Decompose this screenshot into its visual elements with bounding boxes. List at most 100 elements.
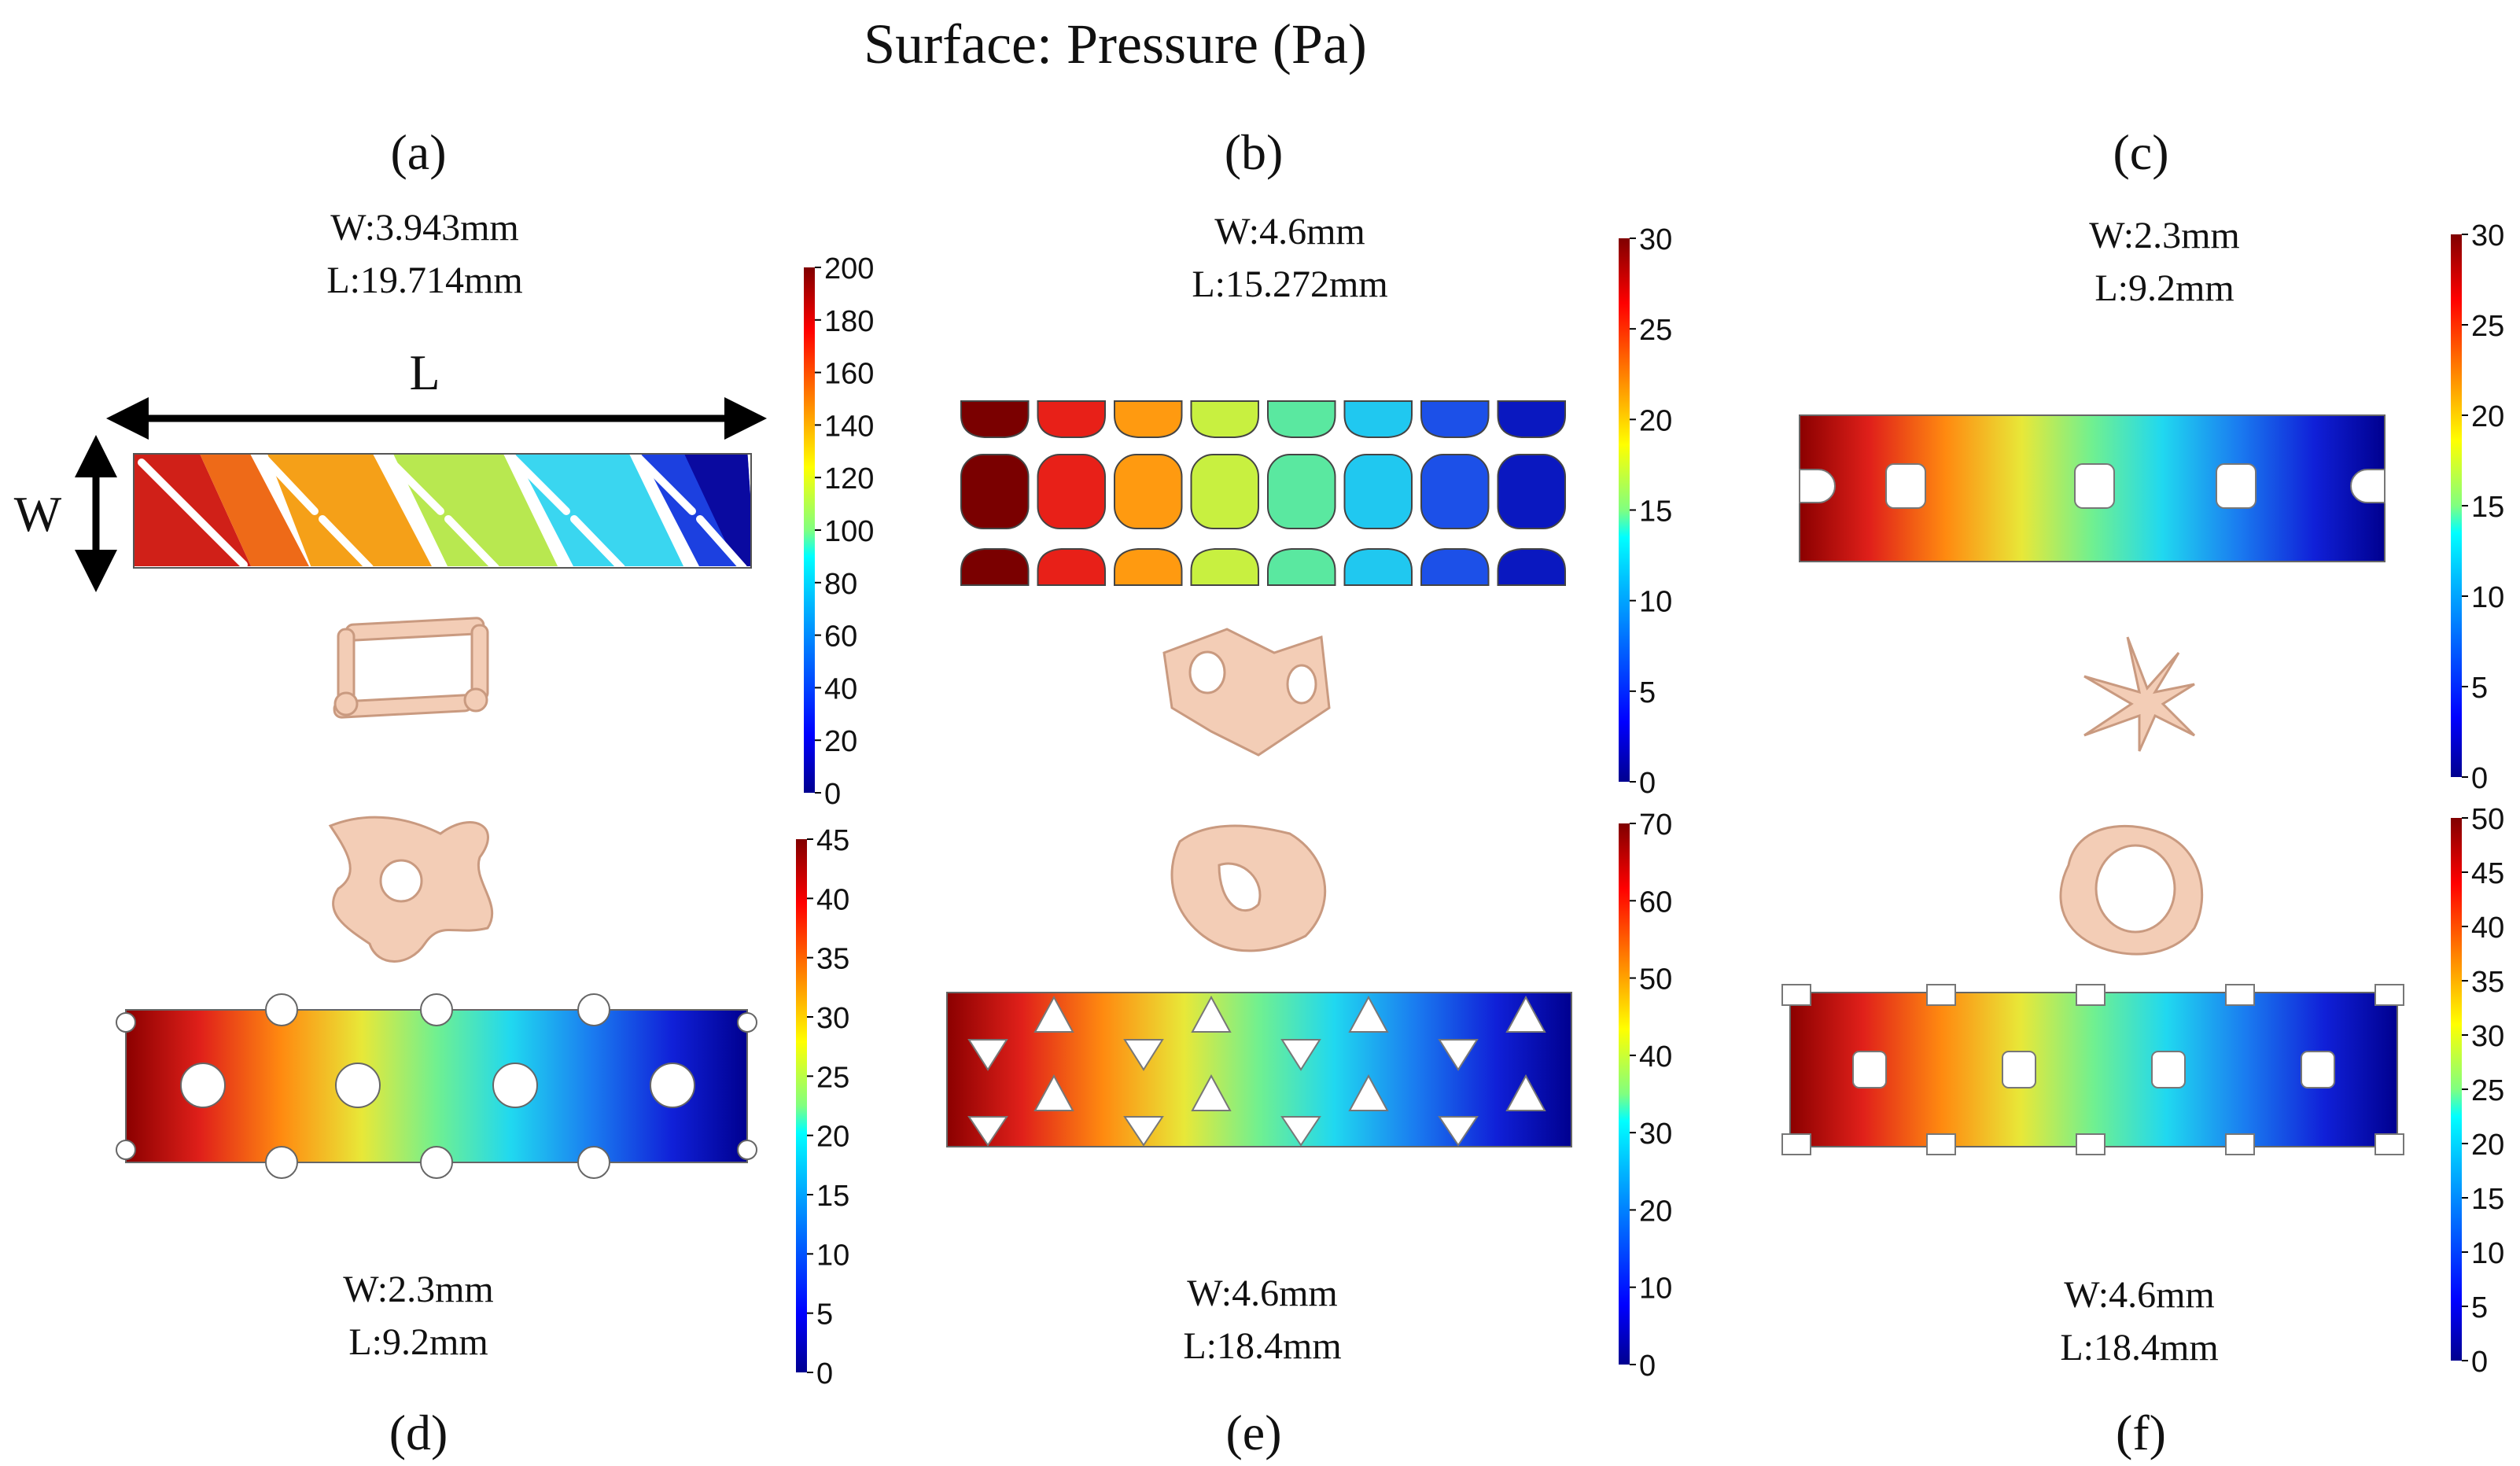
colorbar-tick-label-d: 15 bbox=[816, 1180, 849, 1213]
cell-bottom bbox=[960, 548, 1030, 586]
colorbar-gradient-e bbox=[1619, 823, 1630, 1365]
cell-middle bbox=[1190, 454, 1259, 529]
colorbar-tick-label-d: 25 bbox=[816, 1061, 849, 1094]
figure-title: Surface: Pressure (Pa) bbox=[864, 13, 1367, 76]
colorbar-tick-label-a: 20 bbox=[824, 725, 857, 758]
unit-cell-a-top bbox=[333, 617, 489, 719]
cell-middle bbox=[1267, 454, 1336, 529]
colorbar-gradient-a bbox=[804, 267, 815, 793]
cell-top bbox=[1343, 400, 1413, 438]
colorbar-tick-label-e: 30 bbox=[1639, 1118, 1672, 1151]
cell-middle bbox=[1420, 454, 1490, 529]
dimension-l-c: L:9.2mm bbox=[2094, 267, 2234, 309]
length-label: L bbox=[409, 344, 440, 400]
colorbar-d: 0 5 10 15 20 25 30 35 40 45 bbox=[796, 824, 849, 1390]
colorbar-tick-label-e: 50 bbox=[1639, 963, 1672, 996]
panel-label-d: (d) bbox=[389, 1405, 448, 1460]
colorbar-gradient-c bbox=[2451, 234, 2462, 777]
pressure-field-a bbox=[133, 451, 752, 572]
colorbar-a: 0 20 40 60 80 100 120 140 160 180 200 bbox=[804, 252, 874, 811]
colorbar-tick-label-f: 0 bbox=[2471, 1346, 2488, 1379]
dimension-w-a: W:3.943mm bbox=[330, 207, 519, 249]
cell-bottom bbox=[1190, 548, 1259, 586]
colorbar-tick-label-b: 15 bbox=[1639, 495, 1672, 529]
pressure-field-f bbox=[1781, 984, 2404, 1155]
dimension-w-d: W:2.3mm bbox=[343, 1269, 494, 1310]
cell-middle bbox=[1497, 454, 1566, 529]
colorbar-tick-label-a: 80 bbox=[824, 568, 857, 601]
colorbar-tick-label-b: 0 bbox=[1639, 767, 1656, 800]
cell-bottom bbox=[1114, 548, 1183, 586]
dimension-w-b: W:4.6mm bbox=[1214, 211, 1365, 252]
cell-top bbox=[1190, 400, 1259, 438]
panel-label-e: (e) bbox=[1225, 1405, 1281, 1460]
colorbar-tick-label-a: 180 bbox=[824, 305, 874, 338]
colorbar-tick-label-e: 60 bbox=[1639, 886, 1672, 919]
colorbar-tick-label-d: 30 bbox=[816, 1002, 849, 1035]
colorbar-tick-label-a: 100 bbox=[824, 515, 874, 548]
cell-middle bbox=[1343, 454, 1413, 529]
dimension-w-e: W:4.6mm bbox=[1187, 1273, 1338, 1314]
cell-top bbox=[1267, 400, 1336, 438]
dimension-l-d: L:9.2mm bbox=[348, 1321, 488, 1363]
colorbar-tick-label-f: 35 bbox=[2471, 966, 2504, 999]
colorbar-tick-label-d: 40 bbox=[816, 883, 849, 916]
colorbar-b: 0 5 10 15 20 25 30 bbox=[1619, 223, 1672, 800]
dimension-l-a: L:19.714mm bbox=[326, 260, 522, 301]
panel-label-a: (a) bbox=[390, 124, 446, 180]
colorbar-f: 0 5 10 15 20 25 30 35 40 45 50 bbox=[2451, 803, 2504, 1379]
unit-cell-b-top bbox=[1162, 628, 1331, 757]
colorbar-tick-label-c: 25 bbox=[2471, 310, 2504, 343]
colorbar-tick-label-c: 10 bbox=[2471, 581, 2504, 614]
cell-top bbox=[1114, 400, 1183, 438]
colorbar-tick-label-a: 200 bbox=[824, 252, 874, 285]
cell-bottom bbox=[1343, 548, 1413, 586]
colorbar-tick-label-b: 5 bbox=[1639, 676, 1656, 709]
colorbar-gradient-f bbox=[2451, 818, 2462, 1361]
colorbar-tick-label-f: 5 bbox=[2471, 1291, 2488, 1324]
cell-bottom bbox=[1267, 548, 1336, 586]
panel-label-f: (f) bbox=[2116, 1405, 2166, 1460]
colorbar-tick-label-f: 10 bbox=[2471, 1237, 2504, 1270]
colorbar-tick-label-a: 60 bbox=[824, 621, 857, 654]
colorbar-tick-label-b: 10 bbox=[1639, 586, 1672, 619]
pressure-field-c bbox=[1799, 414, 2386, 562]
colorbar-tick-label-e: 20 bbox=[1639, 1195, 1672, 1228]
dimension-w-f: W:4.6mm bbox=[2064, 1274, 2215, 1316]
colorbar-tick-label-a: 120 bbox=[824, 462, 874, 495]
colorbar-e: 0 10 20 30 40 50 60 70 bbox=[1619, 809, 1672, 1383]
colorbar-tick-label-b: 30 bbox=[1639, 223, 1672, 256]
unit-cell-b-bottom bbox=[1170, 824, 1327, 952]
colorbar-tick-label-c: 30 bbox=[2471, 219, 2504, 252]
colorbar-tick-label-c: 5 bbox=[2471, 672, 2488, 705]
colorbar-tick-label-d: 5 bbox=[816, 1298, 833, 1332]
colorbars: 0204060801001201401601802000510152025300… bbox=[796, 219, 2504, 1390]
colorbar-tick-label-e: 10 bbox=[1639, 1273, 1672, 1306]
pressure-field-e bbox=[946, 992, 1572, 1147]
colorbar-tick-label-c: 15 bbox=[2471, 491, 2504, 524]
unit-cell-c-top bbox=[2083, 636, 2196, 752]
cell-bottom bbox=[1037, 548, 1106, 586]
colorbar-tick-label-f: 50 bbox=[2471, 803, 2504, 836]
colorbar-tick-label-e: 70 bbox=[1639, 809, 1672, 842]
colorbar-tick-label-f: 25 bbox=[2471, 1074, 2504, 1107]
colorbar-gradient-b bbox=[1619, 238, 1630, 782]
colorbar-tick-label-f: 20 bbox=[2471, 1129, 2504, 1162]
colorbar-tick-label-c: 0 bbox=[2471, 762, 2488, 795]
unit-cell-a-bottom bbox=[328, 816, 494, 963]
panel-label-c: (c) bbox=[2113, 124, 2168, 180]
dimension-l-e: L:18.4mm bbox=[1183, 1325, 1341, 1367]
pressure-field-b bbox=[956, 400, 1570, 587]
pressure-field-d bbox=[116, 993, 757, 1179]
cell-top bbox=[1497, 400, 1566, 438]
colorbar-tick-label-a: 160 bbox=[824, 358, 874, 391]
cells-b bbox=[960, 400, 1566, 586]
colorbar-tick-label-e: 0 bbox=[1639, 1350, 1656, 1383]
colorbar-tick-label-f: 45 bbox=[2471, 857, 2504, 890]
unit-cell-c-bottom bbox=[2059, 824, 2204, 956]
colorbar-tick-label-d: 0 bbox=[816, 1357, 833, 1390]
colorbar-tick-label-a: 140 bbox=[824, 410, 874, 443]
dimension-l-f: L:18.4mm bbox=[2060, 1327, 2218, 1368]
colorbar-tick-label-f: 30 bbox=[2471, 1020, 2504, 1053]
